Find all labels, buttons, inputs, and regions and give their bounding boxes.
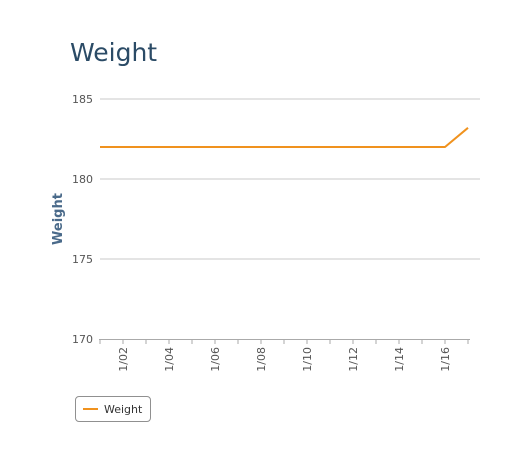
x-tick-label-1-06: 1/06: [209, 347, 222, 372]
y-tick-label-170: 170: [72, 333, 93, 346]
legend-swatch-weight: [83, 408, 98, 410]
x-axis-ticks: 1/02 1/04 1/06 1/08 1/10 1/12 1/14 1/16: [117, 347, 452, 372]
x-tick-label-1-14: 1/14: [393, 347, 406, 372]
x-tick-label-1-04: 1/04: [163, 347, 176, 372]
x-tick-label-1-02: 1/02: [117, 347, 130, 372]
y-tick-label-180: 180: [72, 173, 93, 186]
x-axis: [99, 339, 470, 344]
y-axis-ticks: 170 175 180 185: [72, 93, 93, 346]
series-layer: [100, 127, 469, 148]
legend[interactable]: Weight: [75, 396, 151, 422]
x-tick-label-1-10: 1/10: [301, 347, 314, 372]
chart-title: Weight: [70, 38, 158, 67]
y-tick-label-175: 175: [72, 253, 93, 266]
y-axis-label: Weight: [51, 193, 66, 245]
x-tick-label-1-16: 1/16: [439, 347, 452, 372]
x-tick-label-1-08: 1/08: [255, 347, 268, 372]
legend-label-weight: Weight: [104, 402, 143, 416]
x-tick-label-1-12: 1/12: [347, 347, 360, 372]
series-line-weight: [100, 127, 469, 148]
grid-lines: [100, 98, 480, 260]
y-tick-label-185: 185: [72, 93, 93, 106]
